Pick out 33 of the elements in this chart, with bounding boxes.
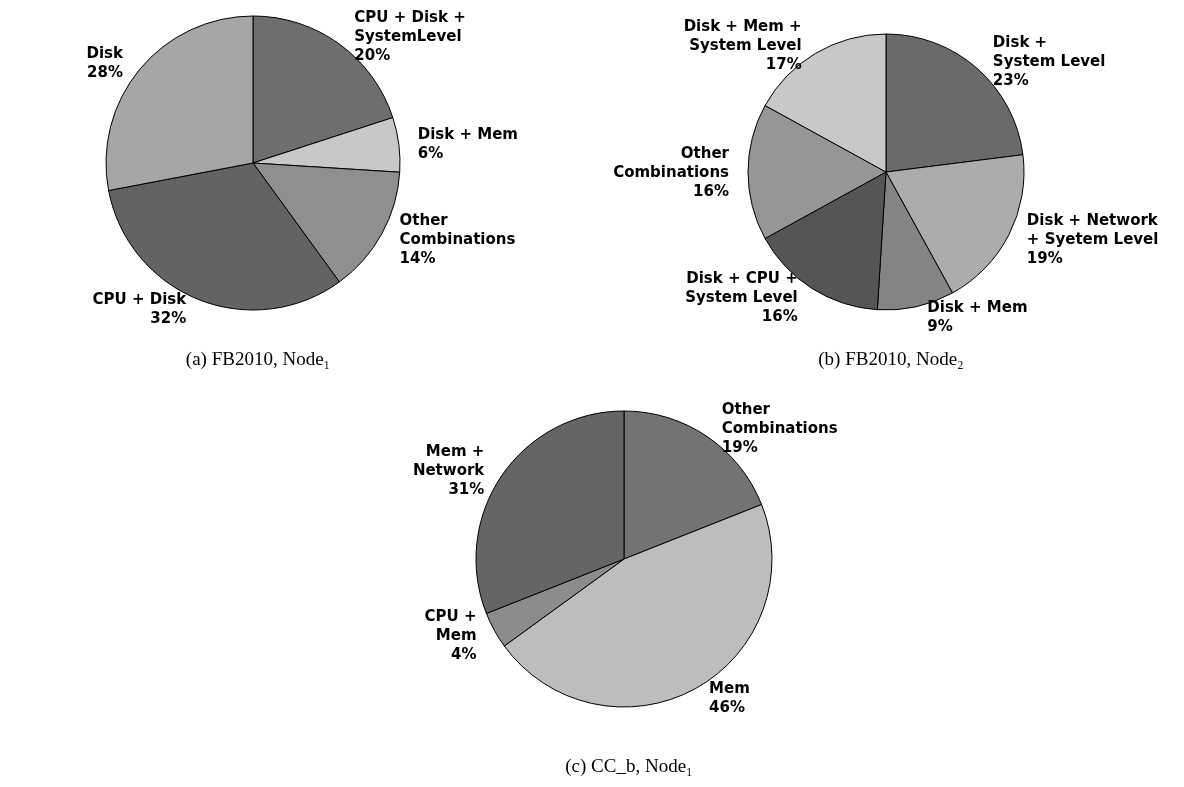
slice-label: Other Combinations: [613, 144, 730, 181]
slice-label: Other Combinations: [721, 400, 838, 438]
text: (a) FB2010, Node₁: [185, 348, 331, 370]
text: (b) FB2010, Node₂: [818, 348, 964, 370]
data-label: 6%: [417, 143, 444, 162]
data-label: 19%: [1026, 249, 1063, 268]
slice-label: CPU + Mem: [424, 607, 477, 645]
slice-label: Other Combinations: [399, 210, 516, 248]
slice-label: CPU + Disk: [92, 290, 188, 309]
data-label: 16%: [693, 182, 729, 200]
data-label: 19%: [721, 438, 758, 457]
data-label: 31%: [448, 480, 485, 499]
data-label: 17%: [765, 54, 802, 73]
slice-label: Disk + CPU + System Level: [685, 268, 798, 306]
data-label: 9%: [927, 316, 953, 335]
text: (c) CC_b, Node₁: [565, 755, 693, 777]
slice-label: Disk + Network + Syetem Level: [1026, 211, 1159, 249]
slice-label: Disk + Mem: [417, 124, 519, 143]
data-label: 14%: [399, 248, 436, 267]
data-label: 20%: [354, 45, 391, 64]
slice-label: Disk + Mem: [927, 297, 1028, 316]
data-label: 32%: [150, 309, 187, 328]
slice-label: Mem + Network: [412, 442, 486, 480]
data-label: 46%: [709, 697, 746, 716]
data-label: 23%: [992, 70, 1029, 89]
data-label: 4%: [451, 645, 477, 664]
slice-label: Disk + System Level: [992, 32, 1106, 70]
slice-label: Disk: [86, 44, 125, 63]
slice-label: CPU + Disk + SystemLevel: [354, 7, 466, 45]
data-label: 16%: [761, 306, 798, 325]
slice-label: Mem: [709, 678, 750, 697]
slice-label: Disk + Mem + System Level: [683, 16, 802, 54]
data-label: 28%: [87, 63, 124, 82]
